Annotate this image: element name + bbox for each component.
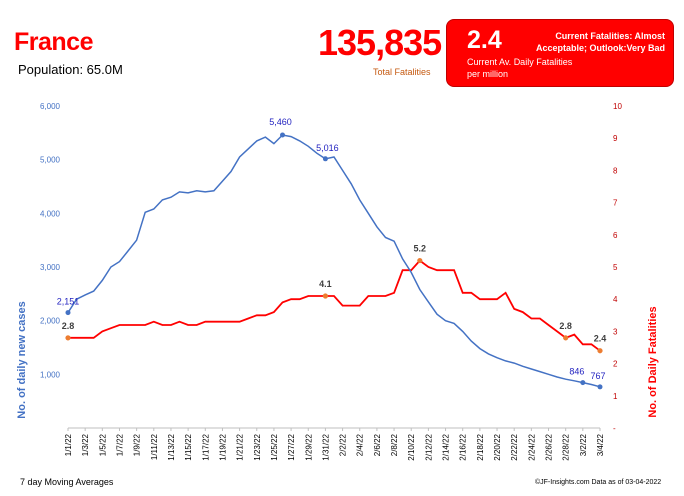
y-axis-title: No. of daily new cases <box>16 301 28 418</box>
x-tick-label: 2/20/22 <box>493 433 502 460</box>
x-tick-label: 2/18/22 <box>476 433 485 460</box>
fatalities-data-point <box>597 348 603 354</box>
x-tick-label: 1/15/22 <box>184 433 193 460</box>
cases-series-line <box>67 134 601 388</box>
y2-tick-label: 10 <box>613 102 622 111</box>
cases-data-label: 5,460 <box>269 117 292 127</box>
status-outlook-text: Current Fatalities: Almost Acceptable; O… <box>535 31 665 53</box>
x-tick-label: 2/2/22 <box>339 433 348 456</box>
y2-tick-label: 1 <box>613 392 618 401</box>
fatalities-data-point <box>322 293 329 299</box>
x-tick-label: 1/1/22 <box>64 433 73 456</box>
x-tick-label: 1/19/22 <box>218 433 227 460</box>
fatalities-series-line <box>68 259 601 352</box>
x-tick-label: 1/29/22 <box>304 433 313 460</box>
footnote-moving-averages: 7 day Moving Averages <box>20 477 114 487</box>
x-tick-label: 1/23/22 <box>253 433 262 460</box>
footnote-credit: ©JF-Insights.com Data as of 03-04-2022 <box>535 479 662 486</box>
x-tick-label: 2/26/22 <box>545 433 554 460</box>
y2-tick-label: - <box>613 424 616 433</box>
fatalities-data-point <box>563 335 569 341</box>
fatalities-data-label: 2.4 <box>594 334 607 344</box>
x-tick-label: 1/7/22 <box>115 433 124 456</box>
x-tick-label: 1/13/22 <box>167 433 176 460</box>
x-tick-label: 2/10/22 <box>407 433 416 460</box>
x-tick-label: 2/28/22 <box>562 433 571 460</box>
cases-data-point <box>580 380 586 386</box>
fatalities-data-label: 2.8 <box>62 321 75 331</box>
current-status-box: 2.4 Current Av. Daily Fatalities per mil… <box>446 19 674 87</box>
cases-data-point <box>65 310 71 316</box>
fatalities-data-point <box>417 257 423 264</box>
y2-axis-title: No. of Daily Fatalities <box>647 306 659 417</box>
x-tick-label: 1/31/22 <box>321 433 330 460</box>
country-title: France <box>14 28 93 56</box>
x-tick-label: 1/25/22 <box>270 433 279 460</box>
fatalities-data-point <box>65 335 71 341</box>
cases-data-point <box>597 384 603 390</box>
x-tick-label: 3/2/22 <box>579 433 588 456</box>
y-tick-label: 3,000 <box>40 263 61 272</box>
x-tick-label: 3/4/22 <box>596 433 605 456</box>
y2-tick-label: 4 <box>613 295 618 304</box>
total-fatalities-label: Total Fatalities <box>373 67 431 77</box>
y-tick-label: 6,000 <box>40 102 61 111</box>
x-tick-label: 1/11/22 <box>150 433 159 460</box>
current-fatalities-label: Current Av. Daily Fatalities per million <box>467 57 573 79</box>
x-tick-label: 2/6/22 <box>373 433 382 456</box>
fatalities-data-label: 4.1 <box>319 279 332 289</box>
y-tick-label: 2,000 <box>40 317 61 326</box>
y2-tick-label: 9 <box>613 134 618 143</box>
population-label: Population: 65.0M <box>18 62 123 77</box>
fatalities-data-label: 5.2 <box>414 244 427 254</box>
x-tick-label: 2/14/22 <box>442 433 451 460</box>
current-fatalities-value: 2.4 <box>467 26 502 54</box>
y-tick-label: 4,000 <box>40 209 61 218</box>
y-tick-label: 5,000 <box>40 156 61 165</box>
x-tick-label: 2/12/22 <box>424 433 433 460</box>
x-tick-label: 2/22/22 <box>510 433 519 460</box>
y2-tick-label: 6 <box>613 231 618 240</box>
x-tick-label: 1/3/22 <box>81 433 90 456</box>
x-tick-label: 1/5/22 <box>98 433 107 456</box>
x-tick-label: 2/16/22 <box>459 433 468 460</box>
y2-tick-label: 7 <box>613 199 618 208</box>
y2-tick-label: 3 <box>613 327 618 336</box>
cases-data-point <box>280 132 286 138</box>
cases-data-label: 846 <box>569 367 584 377</box>
total-fatalities-value: 135,835 <box>318 22 442 63</box>
x-tick-label: 1/9/22 <box>133 433 142 456</box>
cases-data-label: 767 <box>590 371 605 381</box>
cases-data-label: 2,151 <box>57 297 80 307</box>
x-tick-label: 1/27/22 <box>287 433 296 460</box>
cases-data-label: 5,016 <box>316 143 339 153</box>
x-tick-label: 1/21/22 <box>236 433 245 460</box>
x-tick-label: 2/4/22 <box>356 433 365 456</box>
y2-tick-label: 2 <box>613 360 618 369</box>
x-tick-label: 2/24/22 <box>527 433 536 460</box>
y-tick-label: 1,000 <box>40 370 61 379</box>
y2-tick-label: 5 <box>613 263 618 272</box>
cases-data-point <box>322 156 328 162</box>
x-tick-label: 1/17/22 <box>201 433 210 460</box>
fatalities-data-label: 2.8 <box>559 321 572 331</box>
y2-tick-label: 8 <box>613 166 618 175</box>
x-tick-label: 2/8/22 <box>390 433 399 456</box>
